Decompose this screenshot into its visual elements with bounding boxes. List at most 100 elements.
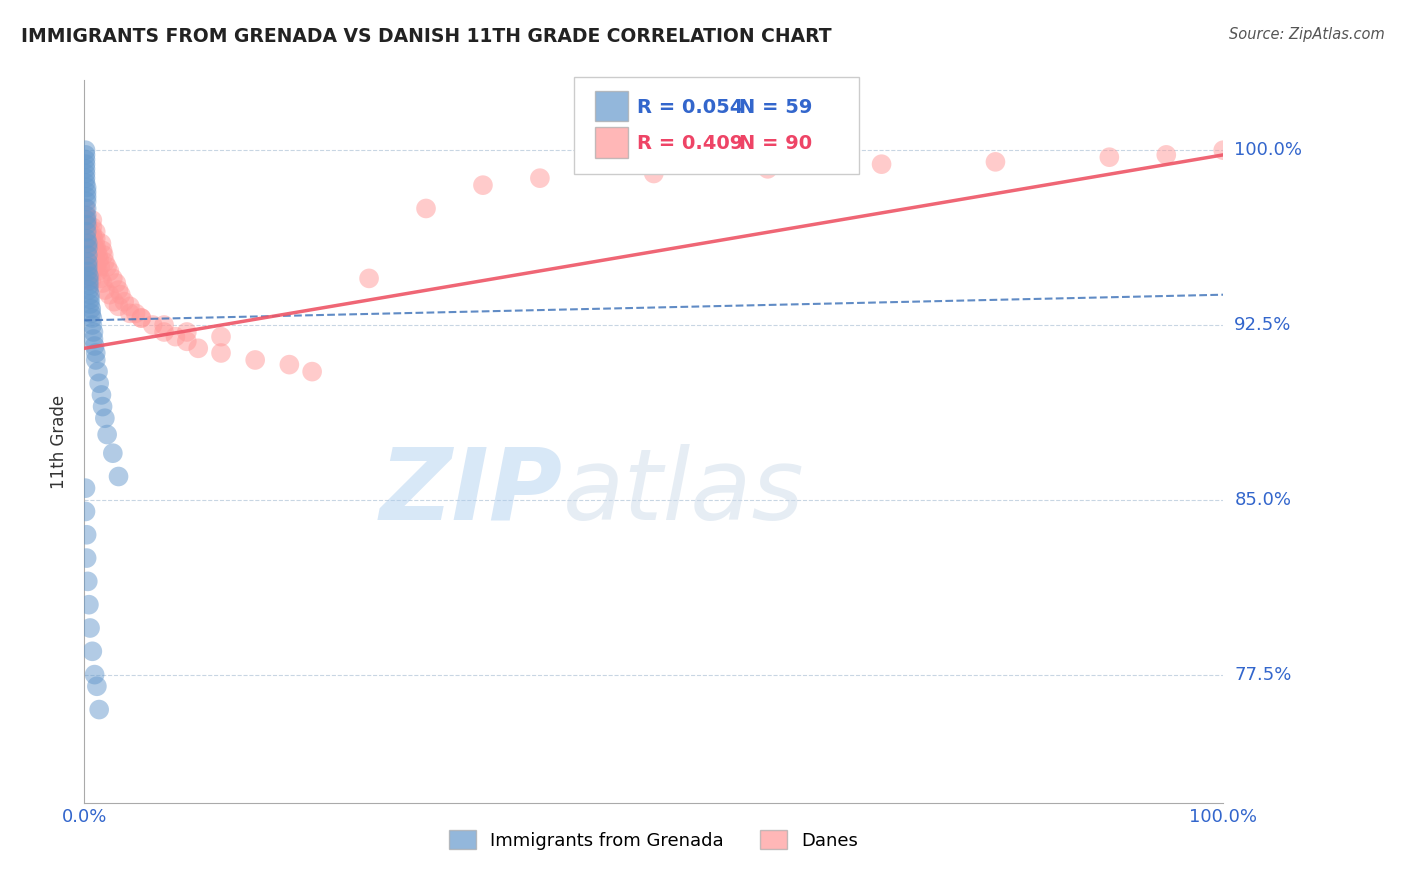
Point (107, 299, 129, 313)
Point (76, 190, 98, 204)
Point (94, 411, 117, 425)
FancyBboxPatch shape (595, 91, 627, 121)
Point (77, 283, 100, 297)
Text: ZIP: ZIP (380, 443, 562, 541)
Point (131, 311, 153, 326)
Point (75, 481, 97, 495)
Point (77, 278, 100, 293)
Legend: Immigrants from Grenada, Danes: Immigrants from Grenada, Danes (440, 822, 868, 859)
Point (76, 260, 98, 274)
Point (153, 318, 176, 332)
Point (209, 329, 232, 343)
Point (76, 236, 98, 251)
Point (118, 306, 141, 320)
Point (76, 180, 98, 194)
Text: 77.5%: 77.5% (1234, 665, 1292, 683)
Point (82, 213, 104, 227)
Point (984, 154, 1007, 169)
Point (75, 167, 97, 181)
Text: 85.0%: 85.0% (1234, 491, 1291, 508)
Point (87, 264, 110, 278)
Point (76, 232, 98, 246)
Point (278, 358, 301, 372)
Text: IMMIGRANTS FROM GRENADA VS DANISH 11TH GRADE CORRELATION CHART: IMMIGRANTS FROM GRENADA VS DANISH 11TH G… (21, 27, 832, 45)
Point (76, 209, 98, 223)
Point (82, 325, 104, 339)
Point (1156, 148, 1178, 162)
Point (94, 255, 117, 269)
Point (76, 213, 98, 227)
Point (96, 260, 118, 274)
Point (118, 299, 141, 313)
Point (75, 202, 97, 216)
Point (76, 232, 98, 246)
Point (79, 293, 101, 307)
Point (76, 574, 98, 589)
Point (176, 325, 198, 339)
Point (1098, 150, 1121, 164)
Point (301, 365, 323, 379)
Point (76, 252, 98, 267)
Point (83, 339, 105, 353)
Point (89, 260, 111, 274)
Point (76, 194, 98, 209)
Point (83, 667, 105, 681)
Point (79, 297, 101, 311)
Text: atlas: atlas (562, 443, 804, 541)
Point (77, 598, 100, 612)
Point (91, 244, 114, 258)
Point (131, 311, 153, 326)
Point (529, 171, 551, 186)
Point (82, 318, 104, 332)
Point (76, 241, 98, 255)
Point (80, 236, 103, 251)
Point (643, 167, 665, 181)
Point (76, 202, 98, 216)
Point (87, 248, 110, 262)
Point (76, 225, 98, 239)
Point (101, 446, 124, 460)
Point (86, 679, 108, 693)
Point (76, 185, 98, 199)
Point (245, 353, 267, 368)
Point (77, 244, 100, 258)
Point (90, 388, 112, 402)
Point (93, 248, 115, 262)
Point (84, 353, 107, 368)
Point (142, 318, 165, 332)
Point (79, 621, 101, 635)
Point (209, 346, 232, 360)
Point (176, 334, 198, 349)
Point (107, 283, 129, 297)
Point (75, 157, 97, 171)
Point (76, 551, 98, 566)
Text: R = 0.054: R = 0.054 (637, 98, 744, 117)
Point (1212, 143, 1234, 157)
Point (75, 171, 97, 186)
Point (77, 268, 100, 283)
Point (89, 376, 111, 391)
Point (82, 220, 104, 235)
Point (91, 400, 114, 414)
Point (77, 229, 100, 244)
Point (76, 271, 98, 285)
Point (82, 241, 104, 255)
Point (79, 262, 101, 277)
Text: 100.0%: 100.0% (1234, 141, 1302, 159)
Point (84, 239, 107, 253)
FancyBboxPatch shape (574, 77, 859, 174)
Point (187, 341, 209, 355)
Point (96, 427, 118, 442)
Point (79, 287, 101, 301)
Point (77, 274, 100, 288)
Point (112, 294, 135, 309)
Point (80, 274, 103, 288)
Point (84, 232, 107, 246)
Point (75, 220, 97, 235)
Text: N = 59: N = 59 (740, 98, 813, 117)
Point (165, 329, 187, 343)
Point (84, 260, 107, 274)
Point (75, 176, 97, 190)
Point (75, 148, 97, 162)
Point (107, 469, 129, 483)
